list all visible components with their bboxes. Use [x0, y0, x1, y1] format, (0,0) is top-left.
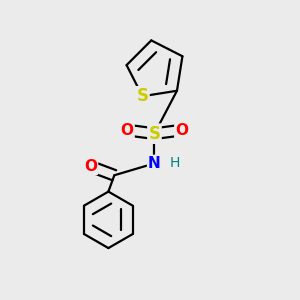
Text: O: O [175, 123, 188, 138]
Text: N: N [148, 156, 161, 171]
Text: S: S [136, 87, 148, 105]
Text: O: O [121, 123, 134, 138]
Text: H: H [170, 156, 181, 170]
Text: O: O [84, 159, 97, 174]
Text: S: S [148, 125, 160, 143]
